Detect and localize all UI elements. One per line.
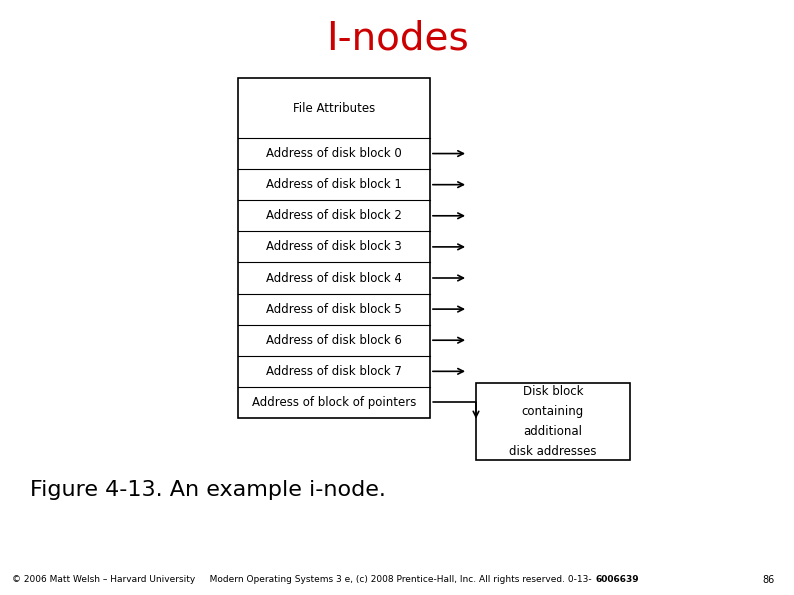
Text: Address of disk block 2: Address of disk block 2 xyxy=(266,209,402,223)
Bar xyxy=(238,78,430,418)
Text: Address of disk block 3: Address of disk block 3 xyxy=(266,240,402,253)
Text: Address of disk block 7: Address of disk block 7 xyxy=(266,365,402,378)
Text: I-nodes: I-nodes xyxy=(326,19,468,57)
Text: 6006639: 6006639 xyxy=(596,575,640,584)
Text: Address of disk block 5: Address of disk block 5 xyxy=(266,303,402,315)
Text: Address of disk block 1: Address of disk block 1 xyxy=(266,178,402,191)
Text: © 2006 Matt Welsh – Harvard University     Modern Operating Systems 3 e, (c) 200: © 2006 Matt Welsh – Harvard University M… xyxy=(12,575,592,584)
Text: Address of disk block 6: Address of disk block 6 xyxy=(266,334,402,347)
Text: 86: 86 xyxy=(763,575,775,585)
Text: Address of block of pointers: Address of block of pointers xyxy=(252,396,416,409)
Bar xyxy=(476,383,630,460)
Text: Disk block
containing
additional
disk addresses: Disk block containing additional disk ad… xyxy=(509,385,597,458)
Text: Address of disk block 0: Address of disk block 0 xyxy=(266,147,402,160)
Text: File Attributes: File Attributes xyxy=(293,102,375,114)
Text: Address of disk block 4: Address of disk block 4 xyxy=(266,271,402,284)
Text: Figure 4-13. An example i-node.: Figure 4-13. An example i-node. xyxy=(30,480,386,500)
